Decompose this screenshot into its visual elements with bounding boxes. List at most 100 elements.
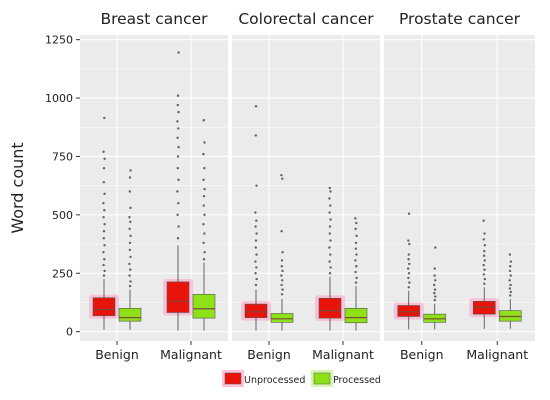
outlier-point bbox=[203, 251, 206, 254]
outlier-point bbox=[177, 51, 180, 54]
outlier-point bbox=[433, 267, 436, 270]
outlier-point bbox=[177, 225, 180, 228]
outlier-point bbox=[281, 269, 284, 273]
outlier-point bbox=[176, 94, 180, 97]
outlier-point bbox=[482, 254, 486, 257]
outlier-point bbox=[355, 265, 358, 268]
panel-background bbox=[384, 35, 535, 341]
outlier-point bbox=[103, 258, 106, 261]
outlier-point bbox=[128, 176, 132, 179]
legend-label: Unprocessed bbox=[244, 375, 305, 386]
y-tick-label: 1000 bbox=[45, 92, 73, 105]
outlier-point bbox=[177, 178, 180, 182]
outlier-point bbox=[329, 218, 332, 221]
outlier-point bbox=[407, 212, 411, 215]
outlier-point bbox=[103, 192, 106, 196]
legend-label: Processed bbox=[333, 375, 381, 386]
facet-title: Prostate cancer bbox=[399, 10, 521, 28]
outlier-point bbox=[254, 239, 258, 242]
outlier-point bbox=[254, 225, 257, 228]
outlier-point bbox=[102, 215, 105, 219]
box-iqr bbox=[244, 303, 268, 318]
outlier-point bbox=[202, 178, 205, 182]
x-tick-label: Benign bbox=[247, 347, 291, 362]
outlier-point bbox=[202, 152, 205, 156]
outlier-point bbox=[483, 277, 487, 281]
outlier-point bbox=[176, 166, 179, 170]
outlier-point bbox=[434, 295, 437, 298]
outlier-point bbox=[508, 279, 511, 282]
box-iqr bbox=[397, 305, 421, 317]
outlier-point bbox=[128, 284, 132, 288]
outlier-point bbox=[328, 272, 332, 275]
y-axis: Word count 0 250 500 750 1000 1250 bbox=[8, 34, 80, 339]
outlier-point bbox=[129, 280, 132, 283]
outlier-point bbox=[328, 211, 331, 214]
outlier-point bbox=[328, 246, 331, 249]
outlier-point bbox=[354, 270, 357, 274]
outlier-point bbox=[129, 220, 132, 224]
outlier-point bbox=[202, 204, 205, 207]
outlier-point bbox=[406, 267, 410, 270]
outlier-point bbox=[483, 282, 486, 285]
outlier-point bbox=[433, 274, 436, 277]
outlier-point bbox=[509, 294, 512, 297]
outlier-point bbox=[483, 259, 486, 262]
outlier-point bbox=[176, 213, 179, 217]
outlier-point bbox=[176, 136, 179, 139]
outlier-point bbox=[280, 259, 284, 262]
x-tick-label: Benign bbox=[95, 347, 139, 362]
x-tick-label: Benign bbox=[400, 347, 444, 362]
outlier-point bbox=[354, 281, 358, 284]
outlier-point bbox=[329, 239, 332, 242]
outlier-point bbox=[508, 269, 512, 273]
outlier-point bbox=[177, 201, 180, 205]
legend-swatch bbox=[224, 372, 242, 385]
outlier-point bbox=[281, 279, 284, 282]
box bbox=[498, 253, 522, 329]
outlier-point bbox=[355, 221, 358, 225]
y-tick-label: 250 bbox=[52, 267, 73, 280]
outlier-point bbox=[128, 262, 131, 266]
outlier-point bbox=[254, 105, 258, 108]
box bbox=[241, 105, 271, 331]
outlier-point bbox=[483, 249, 486, 253]
box-iqr bbox=[166, 281, 190, 313]
outlier-point bbox=[254, 134, 257, 137]
outlier-point bbox=[176, 120, 179, 123]
outlier-point bbox=[328, 225, 332, 228]
outlier-point bbox=[328, 197, 331, 200]
outlier-point bbox=[128, 190, 131, 193]
box-iqr bbox=[270, 313, 294, 323]
outlier-point bbox=[328, 232, 331, 235]
outlier-point bbox=[280, 265, 283, 268]
box bbox=[423, 246, 447, 330]
outlier-point bbox=[177, 127, 180, 130]
outlier-point bbox=[255, 253, 258, 256]
box bbox=[270, 173, 294, 331]
y-tick-label: 0 bbox=[66, 326, 73, 339]
outlier-point bbox=[128, 241, 132, 245]
outlier-point bbox=[509, 283, 512, 287]
outlier-point bbox=[433, 298, 436, 302]
outlier-point bbox=[102, 230, 106, 233]
outlier-point bbox=[103, 157, 106, 161]
outlier-point bbox=[202, 194, 206, 198]
outlier-point bbox=[509, 260, 513, 263]
outlier-point bbox=[329, 204, 332, 207]
outlier-point bbox=[254, 211, 257, 214]
x-tick-label: Malignant bbox=[312, 347, 374, 362]
x-tick-label: Malignant bbox=[160, 347, 222, 362]
outlier-point bbox=[508, 253, 512, 256]
outlier-point bbox=[176, 103, 179, 107]
outlier-point bbox=[103, 223, 106, 226]
outlier-point bbox=[254, 246, 257, 249]
outlier-point bbox=[255, 219, 258, 222]
outlier-point bbox=[508, 287, 512, 290]
outlier-point bbox=[280, 293, 284, 296]
box bbox=[344, 217, 368, 331]
outlier-point bbox=[203, 166, 206, 170]
outlier-point bbox=[129, 169, 132, 172]
